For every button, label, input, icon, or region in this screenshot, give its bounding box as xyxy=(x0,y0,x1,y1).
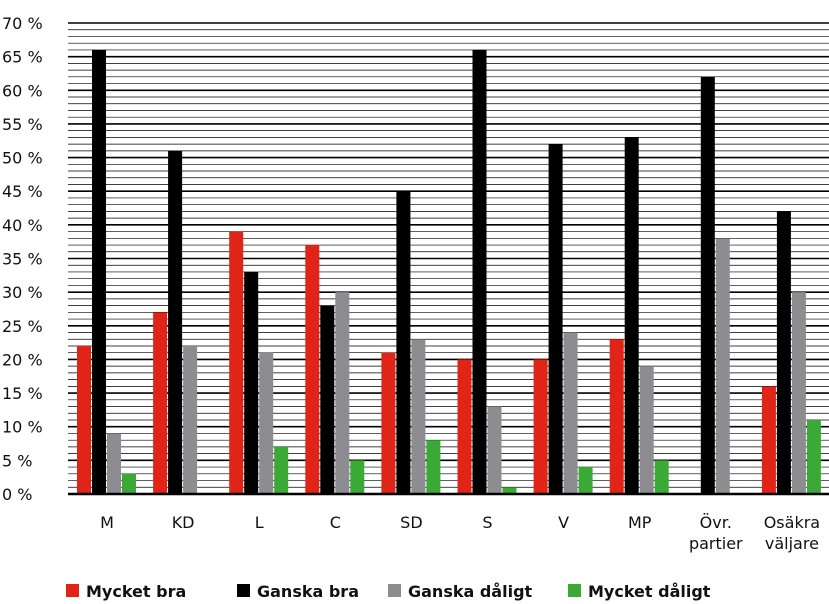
bar xyxy=(183,345,198,494)
bar xyxy=(502,487,517,494)
y-tick-label: 70 % xyxy=(2,14,43,33)
legend-label: Ganska dåligt xyxy=(408,582,533,601)
x-tick-label: M xyxy=(100,513,114,532)
legend-swatch xyxy=(66,584,79,597)
legend-item: Mycket bra xyxy=(66,582,186,601)
x-axis-labels: M KD L C SD S V MP Övr. partier Osäkra väljare xyxy=(100,513,820,553)
bar xyxy=(776,211,791,494)
y-tick-label: 45 % xyxy=(2,182,43,201)
bar xyxy=(533,359,548,494)
legend-swatch xyxy=(568,584,581,597)
gridlines xyxy=(68,22,829,495)
bar xyxy=(411,339,426,494)
bar xyxy=(761,386,776,494)
bar xyxy=(700,76,715,494)
legend-item: Mycket dåligt xyxy=(568,582,711,601)
bar xyxy=(654,460,669,494)
x-tick-label: KD xyxy=(172,513,195,532)
y-tick-label: 15 % xyxy=(2,384,43,403)
legend-label: Mycket bra xyxy=(86,582,186,601)
legend-swatch xyxy=(388,584,401,597)
x-tick-label: L xyxy=(255,513,264,532)
bar xyxy=(77,345,91,494)
x-tick-label: SD xyxy=(400,513,422,532)
x-tick-label: Osäkra xyxy=(764,513,820,532)
bar xyxy=(122,473,136,494)
bar xyxy=(305,245,320,494)
y-tick-label: 55 % xyxy=(2,115,43,134)
bar xyxy=(426,440,441,494)
legend: Mycket bra Ganska bra Ganska dåligt Mycket … xyxy=(66,582,711,601)
legend-item: Ganska dåligt xyxy=(388,582,533,601)
bar xyxy=(457,359,472,494)
bar xyxy=(472,49,487,495)
bar xyxy=(107,433,121,494)
bar xyxy=(153,312,168,494)
x-tick-label: C xyxy=(330,513,341,532)
x-tick-label: partier xyxy=(689,534,743,553)
bar xyxy=(381,352,396,494)
y-tick-label: 35 % xyxy=(2,250,43,269)
bar xyxy=(548,144,563,494)
x-tick-label: S xyxy=(482,513,492,532)
bars xyxy=(77,49,821,495)
legend-label: Ganska bra xyxy=(257,582,359,601)
legend-swatch xyxy=(237,584,250,597)
y-tick-label: 65 % xyxy=(2,48,43,67)
y-tick-label: 25 % xyxy=(2,317,43,336)
bar xyxy=(92,49,106,495)
y-tick-label: 30 % xyxy=(2,283,43,302)
x-tick-label: MP xyxy=(628,513,652,532)
y-tick-label: 40 % xyxy=(2,216,43,235)
legend-label: Mycket dåligt xyxy=(588,582,711,601)
bar xyxy=(335,292,350,494)
y-tick-label: 5 % xyxy=(2,451,32,470)
bar xyxy=(715,238,730,494)
bar xyxy=(320,305,335,494)
bar xyxy=(487,406,502,494)
y-tick-label: 20 % xyxy=(2,350,43,369)
bar xyxy=(791,292,806,494)
bar xyxy=(168,150,183,495)
y-tick-label: 0 % xyxy=(2,485,32,504)
y-tick-label: 50 % xyxy=(2,149,43,168)
bar xyxy=(396,191,411,494)
x-tick-label: väljare xyxy=(765,534,819,553)
legend-item: Ganska bra xyxy=(237,582,359,601)
x-tick-label: V xyxy=(558,513,569,532)
bar xyxy=(229,231,244,495)
y-axis-ticks: 0 % 5 % 10 % 15 % 20 % 25 % 30 % 35 % 40 % 45 % 50… xyxy=(2,14,43,504)
bar xyxy=(350,460,365,494)
bar xyxy=(259,352,274,494)
y-tick-label: 10 % xyxy=(2,418,43,437)
bar xyxy=(806,419,821,494)
x-tick-label: Övr. xyxy=(700,513,732,532)
bar xyxy=(274,446,289,494)
bar xyxy=(244,271,259,494)
bar xyxy=(578,467,593,494)
bar xyxy=(609,339,624,494)
bar xyxy=(563,332,578,494)
bar xyxy=(624,137,639,494)
bar xyxy=(639,366,654,494)
y-tick-label: 60 % xyxy=(2,81,43,100)
